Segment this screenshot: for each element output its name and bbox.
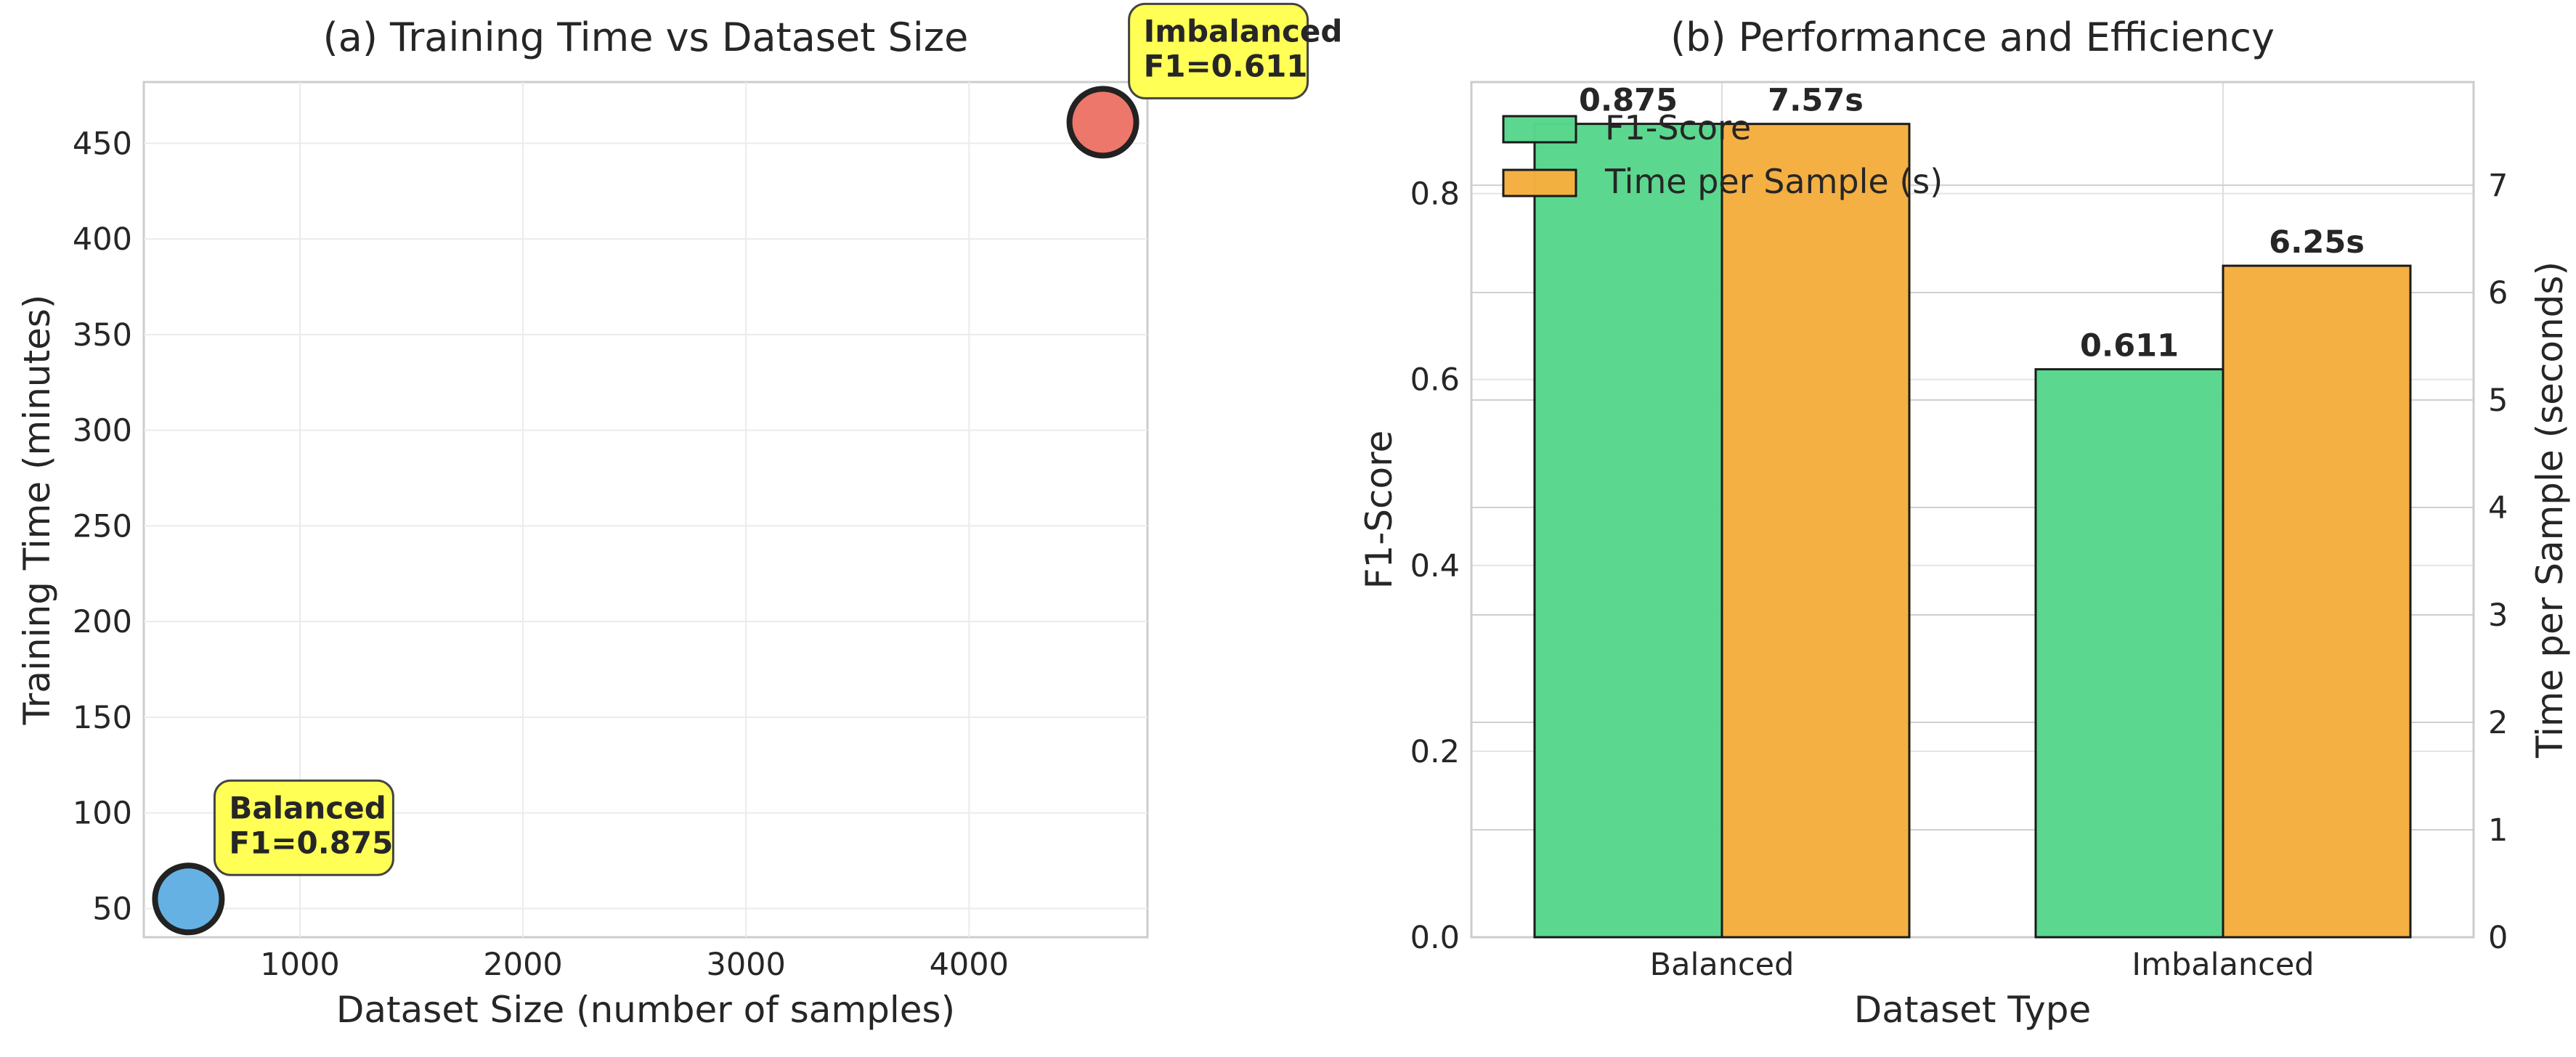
bar — [2034, 368, 2224, 939]
bar-value-label: 6.25s — [2269, 224, 2365, 261]
legend-label: F1-Score — [1605, 108, 1751, 147]
scatter-y-tick-label: 50 — [92, 891, 132, 927]
bar-right-tick-label: 2 — [2488, 705, 2508, 741]
scatter-annotation-text: F1=0.611 — [1144, 48, 1308, 83]
scatter-x-axis-label: Dataset Size (number of samples) — [336, 989, 955, 1031]
bar-x-axis-label: Dataset Type — [1854, 989, 2092, 1031]
bar-right-tick-label: 0 — [2488, 920, 2508, 956]
scatter-y-tick-label: 100 — [73, 796, 132, 832]
bar-title: (b) Performance and Efficiency — [1670, 15, 2275, 60]
bar — [2222, 264, 2412, 939]
scatter-title: (a) Training Time vs Dataset Size — [323, 15, 969, 60]
scatter-ticks: 1000 2000 3000 4000 50 100 150 200 250 300 350 400 4… — [73, 126, 1009, 983]
bar-value-label: 0.875 — [1579, 83, 1678, 119]
scatter-points — [152, 86, 1139, 936]
bar-panel: 0.0 0.2 0.4 0.6 0.8 0 1 2 3 4 5 6 7 Balanced Imbalance… — [1358, 15, 2571, 1031]
legend-label: Time per Sample (s) — [1604, 162, 1943, 201]
scatter-annotation-box — [213, 779, 394, 876]
bar-right-tick-label: 1 — [2488, 812, 2508, 849]
scatter-annotation-box — [1128, 2, 1309, 99]
scatter-y-tick-label: 400 — [73, 221, 132, 258]
bar-marks — [1533, 123, 2412, 939]
scatter-x-tick-label: 1000 — [260, 947, 339, 983]
scatter-y-tick-label: 450 — [73, 126, 132, 162]
bar-value-labels: 0.875 0.611 7.57s 6.25s — [1579, 83, 2365, 364]
bar-left-tick-label: 0.8 — [1410, 176, 1460, 213]
scatter-y-tick-label: 350 — [73, 317, 132, 354]
bar-category-tick-label: Imbalanced — [2132, 947, 2314, 983]
bar-right-tick-label: 4 — [2488, 490, 2508, 526]
scatter-panel: 1000 2000 3000 4000 50 100 150 200 250 300 350 400 4… — [16, 2, 1343, 1031]
bar-left-tick-label: 0.2 — [1410, 734, 1460, 770]
scatter-y-axis-label: Training Time (minutes) — [16, 295, 58, 726]
legend-swatch — [1502, 115, 1577, 144]
bar-category-tick-label: Balanced — [1650, 947, 1795, 983]
scatter-y-tick-label: 200 — [73, 604, 132, 640]
scatter-x-tick-label: 2000 — [483, 947, 562, 983]
scatter-point — [1066, 86, 1139, 159]
bar-right-tick-label: 6 — [2488, 275, 2508, 311]
scatter-y-tick-label: 300 — [73, 413, 132, 449]
scatter-point — [152, 862, 225, 936]
bar-left-tick-label: 0.0 — [1410, 920, 1460, 956]
scatter-annotation-text: F1=0.875 — [229, 825, 393, 860]
bar-ticks: 0.0 0.2 0.4 0.6 0.8 0 1 2 3 4 5 6 7 Balanced Imbalance… — [1410, 168, 2508, 983]
bar-right-tick-label: 3 — [2488, 597, 2508, 634]
scatter-annotation-text: Balanced — [229, 790, 386, 825]
bar-left-tick-label: 0.6 — [1410, 362, 1460, 399]
bar-left-y-axis-label: F1-Score — [1358, 430, 1400, 589]
scatter-annotation-text: Imbalanced — [1144, 13, 1343, 49]
bar-right-tick-label: 7 — [2488, 168, 2508, 204]
bar-plot-area — [1470, 81, 2475, 939]
bar-right-tick-label: 5 — [2488, 383, 2508, 419]
bar-value-label: 7.57s — [1768, 83, 1864, 119]
bar — [1720, 123, 1911, 939]
scatter-y-tick-label: 150 — [73, 700, 132, 736]
bar-left-tick-label: 0.4 — [1410, 548, 1460, 584]
bar-value-label: 0.611 — [2080, 328, 2179, 364]
bar — [1533, 123, 1723, 939]
scatter-x-tick-label: 3000 — [706, 947, 785, 983]
bar-legend: F1-Score Time per Sample (s) — [1502, 108, 1943, 201]
bar-right-y-axis-label: Time per Sample (seconds) — [2529, 261, 2571, 759]
scatter-x-tick-label: 4000 — [930, 947, 1009, 983]
legend-swatch — [1502, 168, 1577, 197]
scatter-y-tick-label: 250 — [73, 508, 132, 544]
